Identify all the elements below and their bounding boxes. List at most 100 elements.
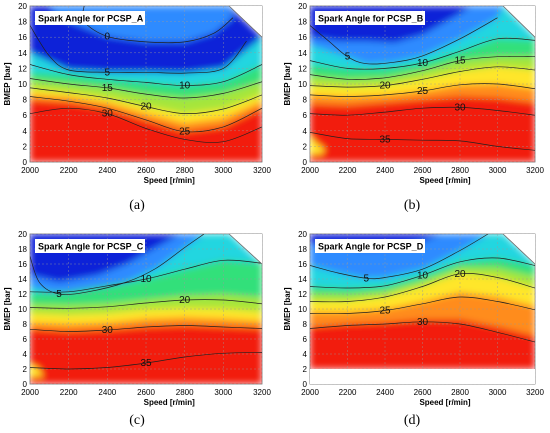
- y-tick-label: 20: [298, 230, 307, 239]
- x-tick-label: 2600: [414, 388, 432, 397]
- contour-line-35: [310, 132, 535, 151]
- x-tick-label: 2800: [451, 388, 469, 397]
- outside-region-bottom: [310, 369, 535, 384]
- x-tick-label: 2600: [137, 166, 155, 175]
- y-tick-label: 8: [23, 320, 28, 329]
- title-box: [35, 239, 145, 253]
- y-tick-label: 18: [18, 245, 27, 254]
- contour-label-0: 0: [105, 31, 111, 42]
- y-tick-label: 14: [18, 275, 27, 284]
- x-tick-label: 3000: [489, 388, 507, 397]
- y-tick-label: 14: [298, 275, 307, 284]
- contour-label-20: 20: [379, 81, 391, 92]
- contour-line-10: [310, 37, 535, 70]
- x-axis-label: Speed [r/min]: [144, 176, 195, 185]
- x-axis-label: Speed [r/min]: [419, 176, 470, 185]
- y-tick-label: 6: [23, 335, 28, 344]
- contour-line-30: [30, 325, 262, 332]
- y-tick-label: 16: [18, 33, 27, 42]
- y-tick-label: 18: [298, 245, 307, 254]
- contour-label-20: 20: [179, 295, 191, 306]
- contour-line-30: [310, 321, 535, 343]
- x-tick-label: 2000: [301, 166, 319, 175]
- boundary-edge: [502, 233, 536, 265]
- y-tick-label: 2: [23, 365, 28, 374]
- contour-chart-c: 5 10 20 30 35 Spark Angle for PCSP_C 0 2 4 6 8 10 12…: [3, 230, 271, 407]
- contour-line-35: [30, 352, 262, 370]
- contour-line-10: [30, 64, 262, 86]
- x-tick-label: 2000: [21, 388, 39, 397]
- chart-title: Spark Angle for PCSP_D: [318, 242, 424, 252]
- chart-title: Spark Angle for PCSP_A: [38, 14, 144, 24]
- caption-d: (d): [403, 413, 421, 428]
- contour-chart-a: 0 5 10 15 20 25 30 Spark Angle for PCSP_A 0 2 4 6 8 1…: [3, 2, 271, 185]
- x-tick-label: 3200: [253, 166, 271, 175]
- contour-line-25: [310, 83, 535, 97]
- contour-label-25: 25: [379, 306, 391, 317]
- boundary-edge: [502, 5, 536, 38]
- y-tick-label: 4: [303, 350, 308, 359]
- y-tick-label: 20: [18, 2, 27, 11]
- contour-label-15: 15: [102, 83, 114, 94]
- x-tick-label: 2600: [137, 388, 155, 397]
- region-level-30: [310, 96, 535, 162]
- y-tick-label: 6: [303, 335, 308, 344]
- contour-chart-d: 5 10 20 25 30 Spark Angle for PCSP_D 0 2 4 6 8 10 12…: [283, 230, 544, 407]
- x-tick-label: 2200: [60, 388, 78, 397]
- y-tick-label: 4: [23, 350, 28, 359]
- x-tick-label: 2600: [414, 166, 432, 175]
- x-tick-label: 2200: [339, 388, 357, 397]
- contour-label-20: 20: [454, 269, 466, 280]
- x-tick-label: 2800: [176, 166, 194, 175]
- y-tick-label: 0: [23, 158, 28, 167]
- contour-label-10: 10: [417, 58, 429, 69]
- title-box: [315, 239, 425, 253]
- boundary-edge: [228, 5, 263, 38]
- chart-panel-a: 0 5 10 15 20 25 30 Spark Angle for PCSP_A 0 2 4 6 8 1…: [0, 0, 275, 195]
- y-tick-label: 4: [23, 127, 28, 136]
- chart-title: Spark Angle for PCSP_C: [38, 242, 144, 252]
- contour-label-25: 25: [179, 127, 191, 138]
- y-tick-label: 0: [23, 380, 28, 389]
- region-level-35: [310, 135, 325, 155]
- contour-label-5: 5: [105, 67, 111, 78]
- x-tick-label: 3000: [214, 388, 232, 397]
- contour-label-5: 5: [364, 273, 370, 284]
- y-tick-label: 6: [23, 111, 28, 120]
- y-tick-label: 18: [18, 18, 27, 27]
- y-tick-label: 16: [298, 260, 307, 269]
- boundary-edge: [228, 233, 263, 265]
- contour-label-5: 5: [345, 52, 351, 63]
- contour-line-25: [30, 96, 262, 133]
- contour-line-5: [30, 234, 205, 295]
- y-tick-label: 0: [303, 380, 308, 389]
- contour-line-15: [310, 56, 535, 80]
- y-tick-label: 0: [303, 158, 308, 167]
- x-tick-label: 2800: [176, 388, 194, 397]
- y-tick-label: 8: [23, 96, 28, 105]
- contour-line-20: [30, 299, 262, 309]
- title-box: [35, 11, 145, 25]
- x-tick-label: 3000: [489, 166, 507, 175]
- contour-label-20: 20: [140, 102, 152, 113]
- y-tick-label: 20: [18, 230, 27, 239]
- x-tick-label: 2000: [21, 166, 39, 175]
- contour-label-35: 35: [379, 134, 391, 145]
- x-tick-label: 2400: [376, 166, 394, 175]
- y-tick-label: 8: [303, 96, 308, 105]
- x-axis-label: Speed [r/min]: [144, 398, 195, 407]
- y-tick-label: 4: [303, 127, 308, 136]
- caption-b: (b): [403, 198, 421, 213]
- region-level-30: [310, 319, 535, 369]
- contour-lines: [310, 234, 535, 343]
- y-tick-label: 18: [298, 18, 307, 27]
- x-tick-label: 3200: [526, 388, 544, 397]
- y-tick-label: 14: [298, 49, 307, 58]
- contour-label-30: 30: [102, 325, 114, 336]
- y-tick-label: 20: [298, 2, 307, 11]
- contour-label-25: 25: [417, 86, 429, 97]
- y-tick-label: 10: [18, 80, 27, 89]
- contour-lines: [30, 234, 262, 370]
- chart-panel-c: 5 10 20 30 35 Spark Angle for PCSP_C 0 2 4 6 8 10 12…: [0, 226, 275, 416]
- y-tick-label: 12: [298, 290, 307, 299]
